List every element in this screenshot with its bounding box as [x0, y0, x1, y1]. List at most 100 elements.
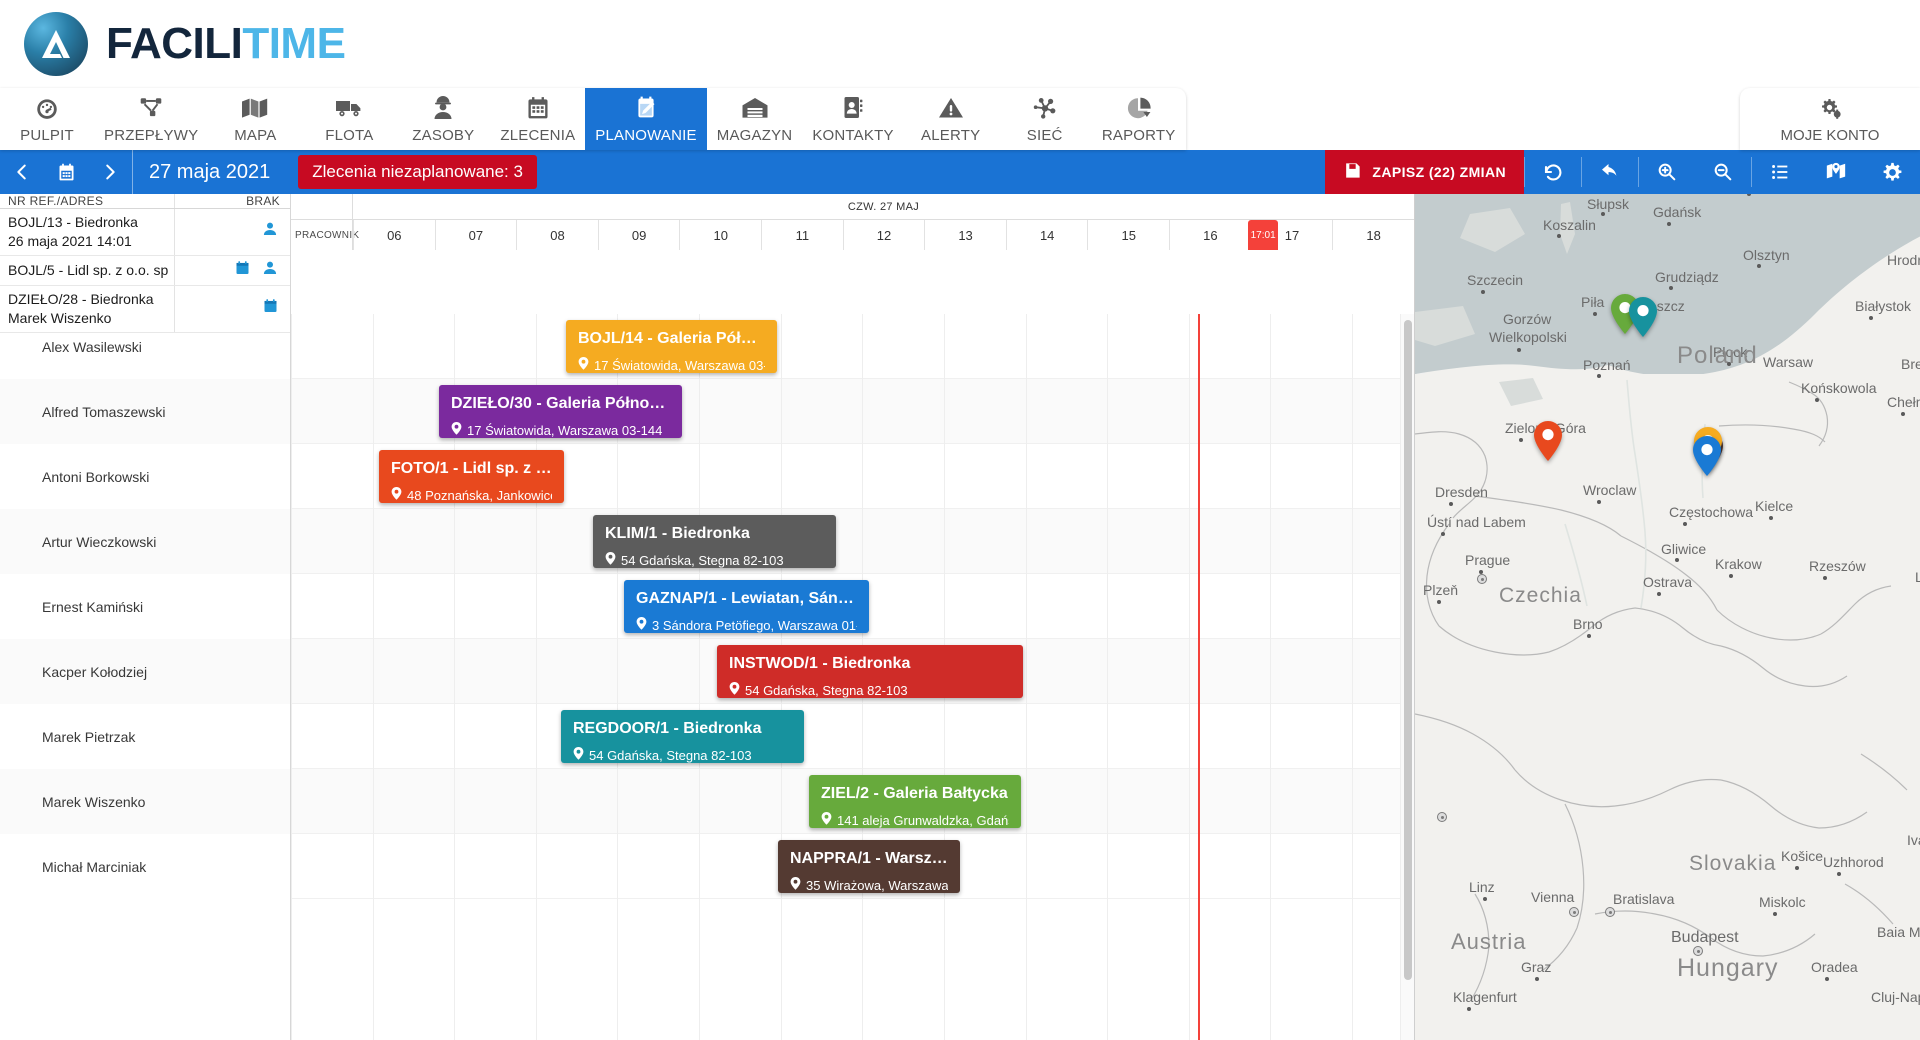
- unplanned-order-ref: DZIEŁO/28 - Biedronka: [8, 290, 154, 307]
- task-title: REGDOOR/1 - Biedronka: [573, 720, 762, 737]
- resource-row[interactable]: Kacper Kołodziej: [0, 639, 290, 704]
- hour-tick: 10: [679, 220, 761, 250]
- nav-item-zlecenia[interactable]: ZLECENIA: [490, 88, 585, 150]
- nav-item-label: MAGAZYN: [716, 127, 793, 144]
- lane-row[interactable]: [291, 314, 1414, 379]
- reset-button[interactable]: [1525, 150, 1581, 194]
- nav-item-planowanie[interactable]: PLANOWANIE: [585, 88, 707, 150]
- nav-item-flota[interactable]: FLOTA: [302, 88, 396, 150]
- gantt-task[interactable]: BOJL/14 - Galeria Północna, Ś... 17 Świat…: [566, 320, 777, 373]
- map-pin-icon: [605, 552, 616, 568]
- nav-item-sie-[interactable]: SIEĆ: [998, 88, 1092, 150]
- map-city-dot: [1727, 362, 1731, 366]
- nav-item-label: ZLECENIA: [500, 127, 576, 144]
- gantt-gridline: [372, 314, 374, 1040]
- gantt-task[interactable]: INSTWOD/1 - Biedronka 54 Gdańska, Stegna …: [717, 645, 1023, 698]
- nav-item-mapa[interactable]: MAPA: [208, 88, 302, 150]
- unplanned-order-text: DZIEŁO/28 - Biedronka Marek Wiszenko: [0, 286, 174, 332]
- map-panel[interactable]: Baltic SeaJelgavaLiepajaMažeikiaiTelšiai…: [1414, 194, 1920, 1040]
- resource-row[interactable]: Michał Marciniak: [42, 858, 147, 875]
- nav-item-alerty[interactable]: ALERTY: [904, 88, 998, 150]
- unplanned-order-row[interactable]: BOJL/5 - Lidl sp. z o.o. sp. k. Cen: [0, 255, 290, 286]
- gantt-gridline: [535, 314, 537, 1040]
- unplanned-order-icons: [174, 285, 290, 332]
- next-day-button[interactable]: [88, 150, 132, 194]
- map-city-dot: [1597, 374, 1601, 378]
- map-icon: [241, 93, 269, 123]
- unplanned-order-row[interactable]: BOJL/13 - Biedronka 26 maja 2021 14:01: [0, 209, 290, 256]
- gantt-task[interactable]: DZIEŁO/30 - Galeria Północna, Świ... 17 Ś…: [439, 385, 682, 438]
- hour-tick: 06: [353, 220, 435, 250]
- gantt-gridline: [454, 314, 456, 1040]
- resource-row[interactable]: Ernest Kamiński: [42, 598, 144, 615]
- column-header-ref: NR REF./ADRES: [8, 194, 104, 208]
- person-icon[interactable]: [262, 260, 278, 281]
- account-label: MOJE KONTO: [1780, 127, 1880, 144]
- gantt-task[interactable]: GAZNAP/1 - Lewiatan, Sándora Pet... 3 Sán…: [624, 580, 869, 633]
- map-pin-icon: [578, 357, 589, 373]
- nav-item-pulpit[interactable]: PULPIT: [0, 88, 94, 150]
- nav-item-label: RAPORTY: [1101, 127, 1176, 144]
- prev-day-button[interactable]: [0, 150, 44, 194]
- scrollbar-thumb[interactable]: [1404, 320, 1412, 980]
- map-view-button[interactable]: [1808, 150, 1864, 194]
- unplanned-orders-badge[interactable]: Zlecenia niezaplanowane: 3: [298, 155, 537, 189]
- save-changes-button[interactable]: ZAPISZ (22) ZMIAN: [1325, 150, 1524, 194]
- task-address: 54 Gdańska, Stegna 82-103: [621, 552, 784, 568]
- pin-blue-warsaw[interactable]: [1692, 436, 1722, 481]
- nav-item-kontakty[interactable]: KONTAKTY: [802, 88, 903, 150]
- calendar-icon[interactable]: [235, 260, 250, 281]
- resource-row[interactable]: Alex Wasilewski: [42, 338, 142, 355]
- map-pin-icon: [636, 617, 647, 633]
- gantt-task[interactable]: ZIEL/2 - Galeria Bałtycka 141 aleja Grunw…: [809, 775, 1021, 828]
- lane-row[interactable]: [291, 574, 1414, 639]
- map-city-dot: [1769, 516, 1773, 520]
- task-address: 48 Poznańska, Jankowice 62-0...: [407, 487, 552, 503]
- calendar-icon[interactable]: [263, 298, 278, 319]
- resource-row[interactable]: Marek Wiszenko: [0, 769, 290, 834]
- main-body: NR REF./ADRES BRAK BOJL/13 - Biedronka 26…: [0, 194, 1920, 1040]
- resource-row[interactable]: Artur Wieczkowski: [0, 509, 290, 574]
- gantt-task[interactable]: FOTO/1 - Lidl sp. z o.o. s... 48 Poznańsk…: [379, 450, 564, 503]
- task-title: FOTO/1 - Lidl sp. z o.o. s...: [391, 460, 552, 477]
- settings-button[interactable]: [1864, 150, 1920, 194]
- nav-item-przep-ywy[interactable]: PRZEPŁYWY: [94, 88, 208, 150]
- nav-item-magazyn[interactable]: MAGAZYN: [707, 88, 803, 150]
- resource-row[interactable]: Alfred Tomaszewski: [0, 379, 290, 444]
- nav-items: PULPIT PRZEPŁYWY MAPA FLOTA ZASOBY ZLECENIA PL…: [0, 88, 1186, 150]
- gauge-icon: [34, 93, 60, 123]
- lane-row[interactable]: [291, 509, 1414, 574]
- undo-button[interactable]: [1582, 150, 1638, 194]
- gantt-gridline: [1025, 314, 1027, 1040]
- zoom-in-button[interactable]: [1639, 150, 1695, 194]
- person-icon[interactable]: [262, 221, 278, 242]
- current-time-marker: 17:01: [1248, 220, 1279, 250]
- lane-row[interactable]: [291, 834, 1414, 899]
- pin-teal-gdansk[interactable]: [1628, 297, 1658, 342]
- resource-row[interactable]: Antoni Borkowski: [42, 468, 150, 485]
- calendar-edit-icon: [633, 93, 659, 123]
- task-address-row: 3 Sándora Petöfiego, Warszawa 01-917: [636, 617, 857, 633]
- map-pin-icon: [573, 747, 584, 763]
- pin-orange-poznan[interactable]: [1533, 421, 1563, 466]
- gantt-task[interactable]: REGDOOR/1 - Biedronka 54 Gdańska, Stegna …: [561, 710, 804, 763]
- gantt-task[interactable]: KLIM/1 - Biedronka 54 Gdańska, Stegna 82-…: [593, 515, 836, 568]
- unplanned-order-row[interactable]: DZIEŁO/28 - Biedronka Marek Wiszenko: [0, 285, 290, 333]
- task-address: 35 Wirażowa, Warszawa 02-158: [806, 877, 948, 893]
- account-button[interactable]: MOJE KONTO: [1740, 88, 1920, 150]
- nav-item-zasoby[interactable]: ZASOBY: [396, 88, 490, 150]
- gantt-vertical-scrollbar[interactable]: [1400, 314, 1414, 1040]
- lane-row[interactable]: [291, 704, 1414, 769]
- map-city-dot: [1597, 500, 1601, 504]
- unplanned-orders-panel: NR REF./ADRES BRAK BOJL/13 - Biedronka 26…: [0, 194, 291, 333]
- unplanned-order-sub: 26 maja 2021 14:01: [8, 232, 132, 249]
- task-lanes: BOJL/14 - Galeria Północna, Ś... 17 Świat…: [291, 314, 1414, 1040]
- resource-row[interactable]: Marek Pietrzak: [42, 728, 136, 745]
- calendar-picker-button[interactable]: [44, 150, 88, 194]
- list-view-button[interactable]: [1752, 150, 1808, 194]
- zoom-out-button[interactable]: [1695, 150, 1751, 194]
- lane-row[interactable]: [291, 444, 1414, 509]
- hour-ticks: 06 07 08 09 10 11 12 13 14 15 16 17 18 17:01: [353, 220, 1414, 250]
- nav-item-raporty[interactable]: RAPORTY: [1092, 88, 1186, 150]
- gantt-task[interactable]: NAPPRA/1 - Warszawa O... 35 Wirażowa, War…: [778, 840, 960, 893]
